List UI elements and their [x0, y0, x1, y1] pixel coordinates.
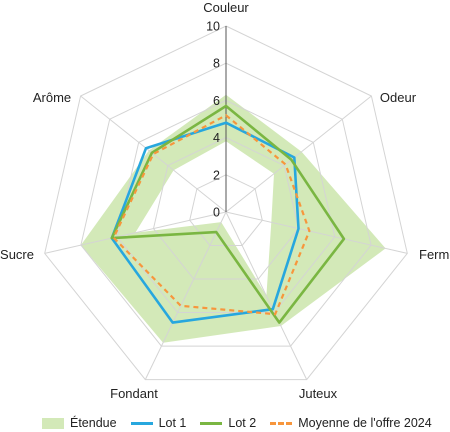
grid-spoke	[44, 211, 227, 254]
grid-spoke	[225, 211, 308, 380]
legend-item-moyenne: Moyenne de l'offre 2024	[270, 416, 432, 430]
legend-label-lot1: Lot 1	[158, 416, 187, 430]
tick-label: 2	[213, 168, 220, 182]
tick-label: 4	[213, 131, 220, 145]
tick-label: 6	[213, 94, 220, 108]
axis-label-juteux: Juteux	[299, 386, 338, 401]
grid-spoke	[225, 95, 372, 213]
legend-label-lot2: Lot 2	[228, 416, 257, 430]
grid-spoke	[80, 95, 227, 213]
tick-label: 8	[213, 57, 220, 71]
legend-swatch-lot2	[200, 421, 223, 425]
band-etendue	[80, 94, 386, 343]
tick-label: 0	[213, 206, 220, 220]
radar-chart: 0 2 4 6 8 10 Couleur Odeur Ferme Juteux Fondant Suc…	[0, 0, 450, 401]
grid-ring	[44, 25, 408, 381]
legend-item-lot1: Lot 1	[130, 416, 187, 430]
axis-label-fondant: Fondant	[110, 386, 158, 401]
chart-legend: Étendue Lot 1 Lot 2 Moyenne de l'offre 2…	[0, 414, 450, 432]
legend-swatch-moyenne	[270, 421, 293, 425]
grid-spoke	[144, 211, 227, 380]
legend-item-lot2: Lot 2	[200, 416, 256, 430]
axis-label-arôme: Arôme	[33, 90, 71, 105]
series-line-2	[110, 104, 346, 324]
legend-swatch-lot1	[130, 421, 153, 425]
legend-label-moyenne: Moyenne de l'offre 2024	[298, 416, 432, 430]
grid-ring	[80, 62, 372, 347]
grid-spoke	[225, 211, 408, 254]
series-line-3	[112, 114, 311, 316]
axis-label-odeur: Odeur	[380, 90, 417, 105]
tick-label: 10	[206, 20, 220, 34]
series-line-1	[110, 121, 300, 324]
axis-label-ferme: Ferme	[419, 247, 450, 262]
grid-ring	[152, 137, 300, 280]
grid-ring	[116, 99, 336, 313]
axis-label-couleur: Couleur	[203, 0, 249, 15]
legend-item-etendue: Étendue	[42, 416, 117, 430]
legend-swatch-etendue	[42, 417, 64, 429]
legend-label-etendue: Étendue	[70, 416, 117, 430]
axis-label-sucre: Sucre	[0, 247, 34, 262]
